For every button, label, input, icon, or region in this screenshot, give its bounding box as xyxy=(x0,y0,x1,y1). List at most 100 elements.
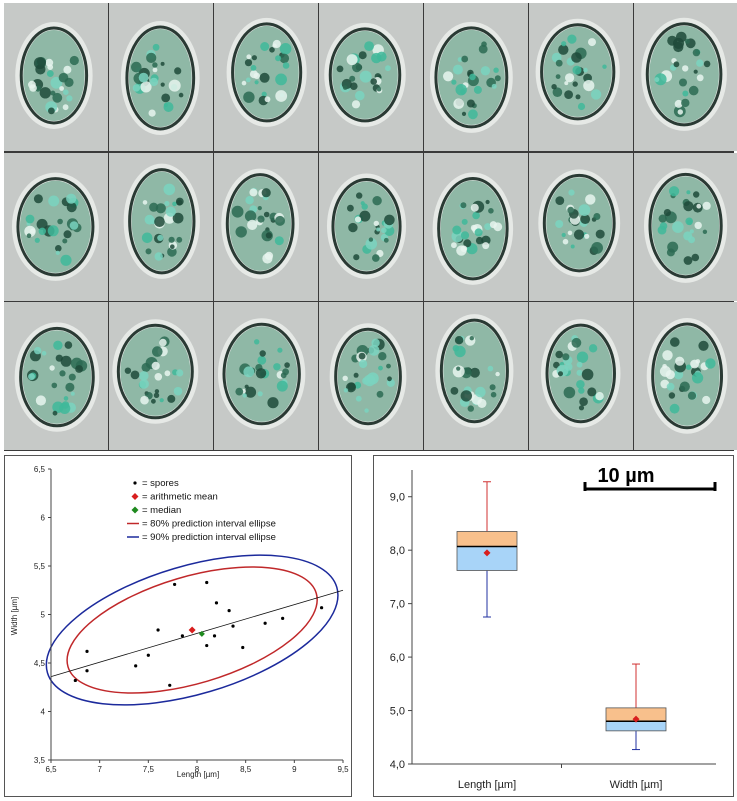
spore-point xyxy=(146,653,150,657)
spore-image xyxy=(529,3,633,151)
spore-photo-cell xyxy=(634,3,737,151)
spore-photo-cell xyxy=(529,3,633,151)
legend-label: = spores xyxy=(142,478,179,489)
spore-image xyxy=(109,302,213,450)
x-tick-label: 7,5 xyxy=(143,765,155,774)
legend-marker xyxy=(131,506,139,514)
spore-photo-cell xyxy=(214,3,318,151)
median-marker xyxy=(198,630,205,637)
legend-label: = median xyxy=(142,505,181,516)
mean-marker xyxy=(483,549,491,557)
y-tick-label: 7,0 xyxy=(390,599,405,611)
x-tick-label: Width [µm] xyxy=(610,779,663,791)
y-tick-label: 3,5 xyxy=(34,756,46,765)
legend-marker xyxy=(131,493,139,500)
spore-image xyxy=(634,3,737,151)
spore-image xyxy=(424,302,528,450)
y-tick-label: 6 xyxy=(41,514,46,523)
x-tick-label: 6,5 xyxy=(45,765,57,774)
spore-photo-cell xyxy=(4,152,108,301)
legend-label: = 90% prediction interval ellipse xyxy=(142,532,276,543)
x-tick-label: 9,5 xyxy=(337,765,349,774)
spore-image xyxy=(4,302,108,450)
spore-photo-cell xyxy=(529,152,633,301)
spore-image xyxy=(109,3,213,151)
spore-image xyxy=(634,152,737,301)
regression-line xyxy=(50,589,344,677)
legend-marker xyxy=(133,481,137,485)
legend-label: = 80% prediction interval ellipse xyxy=(142,519,276,530)
x-tick-label: 8 xyxy=(195,765,200,774)
spore-image xyxy=(529,302,633,450)
x-tick-label: 9 xyxy=(292,765,297,774)
ellipse-90 xyxy=(45,554,339,706)
y-tick-label: 6,0 xyxy=(390,652,405,664)
spore-photo-cell xyxy=(4,302,108,450)
x-tick-label: 8,5 xyxy=(240,765,252,774)
spore-photo-cell xyxy=(4,3,108,151)
spore-point xyxy=(134,664,138,668)
spore-point xyxy=(319,606,324,610)
spore-point xyxy=(227,609,231,613)
y-tick-label: 9,0 xyxy=(390,492,405,504)
ellipse-80 xyxy=(66,566,318,694)
y-tick-label: 5,0 xyxy=(390,706,405,718)
spore-photo-cell xyxy=(634,302,737,450)
spore-photo-cell xyxy=(319,152,423,301)
spore-image xyxy=(4,3,108,151)
spore-image xyxy=(214,302,318,450)
spore-point xyxy=(205,643,209,648)
spore-image xyxy=(4,152,108,301)
spore-photo-cell xyxy=(424,302,528,450)
spore-point xyxy=(85,669,89,673)
spore-image xyxy=(214,3,318,151)
spore-photo-cell xyxy=(214,302,318,450)
box-chart-panel: 4,0 5,0 6,0 7,0 8,0 9,0 Length [µm] Width [µm] … xyxy=(373,455,734,797)
spore-point xyxy=(156,628,160,632)
spore-photo-cell xyxy=(424,3,528,151)
spore-photo-cell xyxy=(319,3,423,151)
spore-image xyxy=(424,152,528,301)
spore-image xyxy=(319,302,423,450)
spore-image xyxy=(529,152,633,301)
scale-bar-label: 10 µm xyxy=(597,465,654,487)
spore-photo-cell xyxy=(319,302,423,450)
scatter-chart: 6,5 7 7,5 8 8,5 9 9,5 3,5 4 4,5 5 5,5 6 6,5 = spores =… xyxy=(10,465,349,779)
spore-photo-cell xyxy=(529,302,633,450)
x-axis-label: Length [µm] xyxy=(177,770,219,779)
spore-point xyxy=(85,649,89,653)
spore-point xyxy=(231,624,235,628)
box-upper xyxy=(456,531,518,547)
y-tick-label: 4,5 xyxy=(34,659,46,668)
spore-photo-cell xyxy=(109,3,213,151)
y-tick-label: 5,5 xyxy=(34,562,46,571)
spore-photo-cell xyxy=(634,152,737,301)
y-tick-label: 8,0 xyxy=(390,545,405,557)
spore-image xyxy=(424,3,528,151)
spore-photo-cell xyxy=(109,302,213,450)
scatter-chart-panel: 6,5 7 7,5 8 8,5 9 9,5 3,5 4 4,5 5 5,5 6 6,5 = spores =… xyxy=(4,455,352,797)
spore-point xyxy=(241,645,245,650)
x-tick-label: Length [µm] xyxy=(458,779,516,791)
spore-point xyxy=(281,616,285,620)
box-lower xyxy=(605,720,667,732)
spore-image xyxy=(319,152,423,301)
legend-label: = arithmetic mean xyxy=(142,492,218,503)
spore-photo-cell xyxy=(214,152,318,301)
y-tick-label: 5 xyxy=(41,611,46,620)
spore-photo-cell xyxy=(424,152,528,301)
y-tick-label: 4 xyxy=(41,708,46,717)
mean-marker xyxy=(632,715,640,723)
spore-point xyxy=(212,634,217,638)
spore-image xyxy=(214,152,318,301)
spore-image xyxy=(319,3,423,151)
spore-micrograph-mosaic xyxy=(4,3,737,451)
spore-image xyxy=(634,302,737,450)
spore-image xyxy=(109,152,213,301)
spore-point xyxy=(73,678,77,683)
spore-point xyxy=(214,601,219,605)
x-tick-label: 7 xyxy=(97,765,102,774)
spore-photo-cell xyxy=(109,152,213,301)
spore-point xyxy=(205,580,209,585)
